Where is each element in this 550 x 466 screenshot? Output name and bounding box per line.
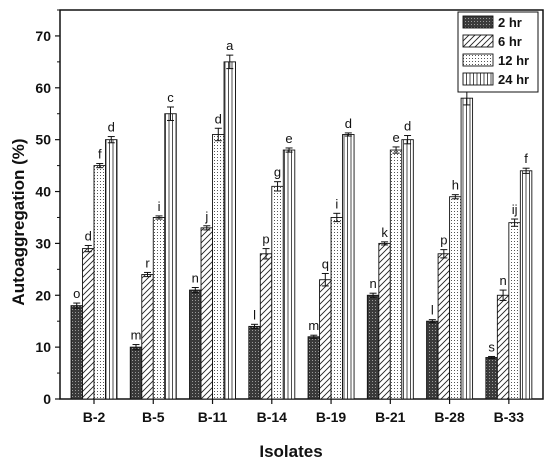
bar-2hr-B-28	[426, 320, 439, 400]
significance-letter: p	[262, 232, 269, 247]
significance-letter: m	[131, 328, 142, 343]
significance-letter: d	[108, 120, 115, 135]
significance-letter: a	[226, 38, 234, 53]
legend-swatch	[462, 72, 494, 86]
significance-letter: r	[145, 255, 150, 270]
x-tick-label: B-21	[375, 409, 406, 425]
x-axis-title: Isolates	[259, 442, 322, 461]
x-tick-label: B-19	[316, 409, 347, 425]
legend-label: 12 hr	[498, 53, 529, 68]
significance-letter: l	[431, 303, 434, 318]
y-axis-title: Autoaggregation (%)	[9, 138, 28, 305]
bar-12hr-B-11	[212, 134, 225, 400]
x-tick-label: B-5	[142, 409, 165, 425]
bar-2hr-B-33	[485, 357, 498, 400]
x-tick-label: B-11	[198, 409, 228, 425]
bar-12hr-B-5	[152, 217, 166, 400]
significance-letter: o	[73, 286, 80, 301]
y-tick-label: 20	[35, 287, 51, 303]
significance-letter: l	[253, 307, 256, 322]
significance-letter: c	[167, 90, 174, 105]
bar-24hr-B-19	[342, 134, 355, 400]
y-tick-label: 0	[43, 391, 51, 407]
bar-24hr-B-2	[105, 139, 118, 400]
bar-2hr-B-5	[129, 346, 143, 400]
bar-6hr-B-11	[200, 227, 213, 400]
significance-letter: g	[274, 165, 281, 180]
significance-letter: d	[215, 111, 222, 126]
significance-letter: k	[381, 225, 388, 240]
bar-12hr-B-21	[389, 149, 403, 400]
y-tick-label: 50	[35, 132, 51, 148]
legend-label: 6 hr	[498, 34, 522, 49]
significance-letter: f	[98, 147, 102, 162]
y-tick-label: 10	[35, 339, 51, 355]
y-tick-label: 40	[35, 184, 51, 200]
significance-letter: h	[452, 178, 459, 193]
significance-letter: i	[335, 196, 338, 211]
significance-letter: d	[404, 119, 411, 134]
significance-letter: n	[192, 270, 199, 285]
y-tick-label: 30	[35, 235, 51, 251]
bar-2hr-B-21	[366, 294, 380, 400]
bar-24hr-B-5	[164, 113, 177, 400]
bar-12hr-B-2	[93, 165, 106, 400]
x-axis: B-2 B-5 B-11 B-14 B-19 B-21 B-28 B-33	[83, 399, 525, 425]
plot-area	[59, 9, 544, 400]
y-tick-label: 70	[35, 28, 51, 44]
bar-12hr-B-28	[449, 196, 462, 400]
significance-letter: j	[204, 209, 208, 224]
bar-12hr-B-14	[271, 185, 284, 400]
bar-6hr-B-21	[378, 242, 391, 400]
bar-24hr-B-28	[460, 97, 474, 400]
bar-2hr-B-2	[70, 305, 83, 400]
bar-6hr-B-5	[141, 274, 154, 400]
significance-letter: d	[345, 116, 352, 131]
significance-letter: m	[308, 318, 319, 333]
y-tick-label: 60	[35, 80, 51, 96]
significance-letter: e	[285, 131, 292, 146]
x-tick-label: B-2	[83, 409, 106, 425]
significance-letter: p	[440, 233, 447, 248]
bars-group	[70, 61, 533, 400]
bar-12hr-B-19	[330, 217, 344, 400]
legend-swatch	[462, 15, 494, 29]
bar-6hr-B-28	[437, 253, 451, 400]
x-tick-label: B-33	[494, 409, 525, 425]
bar-24hr-B-21	[401, 139, 414, 400]
legend-swatch	[462, 34, 494, 48]
bar-6hr-B-33	[496, 294, 510, 400]
significance-letter: s	[488, 339, 495, 354]
y-axis: 0 10 20 30 40 50 60 70	[35, 9, 60, 407]
bar-6hr-B-14	[259, 253, 273, 400]
significance-letter: e	[392, 130, 399, 145]
x-tick-label: B-14	[257, 409, 288, 425]
bar-24hr-B-14	[282, 149, 296, 400]
significance-letter: n	[369, 276, 376, 291]
significance-letter: q	[322, 256, 329, 271]
bar-24hr-B-33	[519, 170, 533, 400]
plot-frame	[59, 9, 544, 400]
legend-swatch	[462, 53, 494, 67]
bar-12hr-B-33	[508, 222, 521, 400]
significance-letter: d	[85, 228, 92, 243]
x-tick-label: B-28	[434, 409, 465, 425]
bar-24hr-B-11	[223, 61, 236, 400]
bar-6hr-B-2	[82, 248, 95, 400]
significance-letter: ij	[512, 202, 518, 217]
significance-letter: f	[524, 151, 528, 166]
legend-label: 24 hr	[498, 72, 529, 87]
significance-letter: i	[158, 199, 161, 214]
bar-6hr-B-19	[319, 279, 332, 400]
bar-2hr-B-19	[307, 336, 321, 400]
significance-letter: n	[499, 273, 506, 288]
legend-label: 2 hr	[498, 15, 522, 30]
bar-2hr-B-14	[248, 325, 261, 400]
legend: 2 hr 6 hr 12 hr 24 hr	[457, 11, 539, 93]
bar-2hr-B-11	[189, 289, 202, 400]
